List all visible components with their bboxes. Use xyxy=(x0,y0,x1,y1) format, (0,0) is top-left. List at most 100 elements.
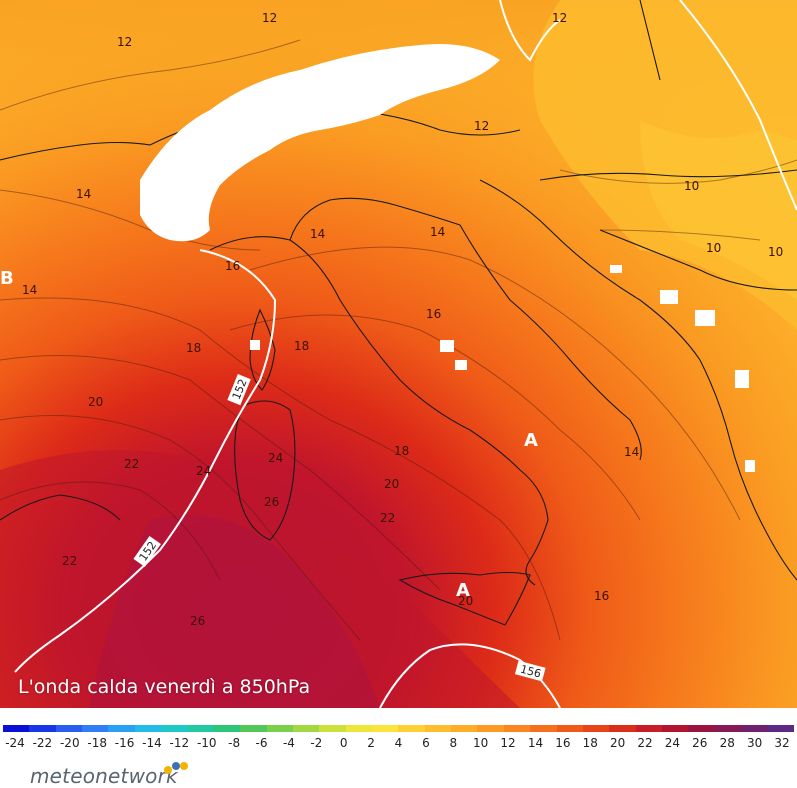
colorbar-swatch xyxy=(213,725,241,732)
colorbar-tick-label: 20 xyxy=(610,736,626,750)
colorbar-tick-label: 10 xyxy=(473,736,489,750)
colorbar-tick-label: 0 xyxy=(339,736,348,750)
isotherm-labels: 12 12 12 12 14 14 14 14 16 16 16 18 18 1… xyxy=(22,11,783,628)
map-caption: L'onda calda venerdì a 850hPa xyxy=(18,676,311,698)
isotherm-label: 18 xyxy=(394,444,409,458)
colorbar-swatch xyxy=(372,725,399,732)
colorbar-swatch xyxy=(55,725,83,732)
brand-logo-text: meteonetwork xyxy=(30,764,178,788)
colorbar-tick-label: -4 xyxy=(282,736,295,750)
colorbar-tick-label: 32 xyxy=(774,736,790,750)
isotherm-label: 10 xyxy=(706,241,721,255)
snow-mask xyxy=(140,44,755,472)
colorbar-swatch xyxy=(82,725,109,732)
isotherm-label: 12 xyxy=(552,11,567,25)
colorbar-tick-label: 28 xyxy=(719,736,735,750)
colorbar-tick-label: 12 xyxy=(500,736,516,750)
isotherm-label: 12 xyxy=(117,35,132,49)
colorbar-tick-label: -20 xyxy=(59,736,80,750)
colorbar-tick-label: -10 xyxy=(196,736,217,750)
colorbar-tick-label: -2 xyxy=(310,736,323,750)
isotherm-label: 16 xyxy=(426,307,441,321)
colorbar-tick-label: -18 xyxy=(87,736,107,750)
brand-logo-dots xyxy=(164,762,188,774)
colorbar-swatch xyxy=(767,725,794,732)
colorbar-tick-label: -24 xyxy=(5,736,25,750)
colorbar-tick-label: 8 xyxy=(449,736,458,750)
colorbar-swatch xyxy=(240,725,267,732)
colorbar-swatch xyxy=(556,725,583,732)
svg-text:156: 156 xyxy=(519,663,543,681)
isotherm-label: 12 xyxy=(474,119,489,133)
temperature-colorbar xyxy=(3,725,794,732)
isotherm-label: 18 xyxy=(294,339,309,353)
colorbar-tick-label: -6 xyxy=(255,736,268,750)
isotherm-label: 20 xyxy=(384,477,399,491)
colorbar-swatch xyxy=(161,725,188,732)
isotherms xyxy=(0,39,797,641)
colorbar-swatch xyxy=(345,725,373,732)
colorbar-swatch xyxy=(688,725,715,732)
isotherm-label: 20 xyxy=(458,594,473,608)
low-pressure-label: B xyxy=(0,268,14,289)
isotherm-label: 14 xyxy=(624,445,639,459)
colorbar-tick-label: 4 xyxy=(394,736,403,750)
colorbar-ticks: -24 -22 -20 -18 -16 -14 -12 -10 -8 -6 -4 -2 0 2 4 6 8 10 1… xyxy=(3,736,794,750)
colorbar-swatch xyxy=(714,725,742,732)
temperature-field xyxy=(0,0,797,708)
colorbar-tick-label: 2 xyxy=(367,736,375,750)
colorbar-swatch xyxy=(398,725,425,732)
colorbar-tick-label: -16 xyxy=(114,736,135,750)
colorbar-swatch xyxy=(661,725,689,732)
colorbar-swatch xyxy=(477,725,504,732)
isotherm-label: 12 xyxy=(262,11,277,25)
high-pressure-label: A xyxy=(524,430,538,451)
isotherm-label: 22 xyxy=(62,554,77,568)
colorbar-swatch xyxy=(451,725,478,732)
colorbar-tick-label: -12 xyxy=(169,736,190,750)
colorbar-tick-label: 6 xyxy=(422,736,430,750)
colorbar-tick-label: 24 xyxy=(664,736,681,750)
colorbar-tick-label: 18 xyxy=(582,736,598,750)
isotherm-label: 24 xyxy=(268,451,283,465)
colorbar-swatch xyxy=(108,725,135,732)
colorbar-swatch xyxy=(609,725,636,732)
colorbar-tick-label: 22 xyxy=(637,736,653,750)
colorbar-tick-label: -22 xyxy=(32,736,53,750)
colorbar-tick-label: 30 xyxy=(746,736,763,750)
colorbar-swatch xyxy=(582,725,610,732)
colorbar-tick-label: -8 xyxy=(228,736,241,750)
isotherm-label: 14 xyxy=(430,225,445,239)
colorbar-swatch xyxy=(292,725,320,732)
coastlines-and-borders xyxy=(0,0,797,626)
isotherm-label: 16 xyxy=(225,259,240,273)
isotherm-label: 26 xyxy=(264,495,279,509)
colorbar-swatch xyxy=(187,725,214,732)
colorbar-tick-label: 16 xyxy=(555,736,571,750)
colorbar-swatch xyxy=(134,725,162,732)
temperature-map: 12 12 12 12 14 14 14 14 16 16 16 18 18 1… xyxy=(0,0,797,708)
pressure-centers: B A A xyxy=(0,268,538,601)
colorbar-swatch xyxy=(29,725,56,732)
isotherm-label: 26 xyxy=(190,614,205,628)
colorbar-swatch xyxy=(319,725,346,732)
isotherm-label: 14 xyxy=(22,283,37,297)
isotherm-label: 16 xyxy=(594,589,609,603)
high-pressure-label: A xyxy=(456,580,470,601)
colorbar-swatch xyxy=(266,725,293,732)
colorbar-swatch xyxy=(503,725,531,732)
isotherm-label: 18 xyxy=(186,341,201,355)
colorbar-swatch xyxy=(741,725,768,732)
isotherm-label: 24 xyxy=(196,464,211,478)
colorbar-tick-label: -14 xyxy=(142,736,162,750)
isotherm-label: 10 xyxy=(768,245,783,259)
colorbar-tick-label: 26 xyxy=(692,736,708,750)
isotherm-label: 22 xyxy=(124,457,139,471)
colorbar-tick-label: 14 xyxy=(527,736,544,750)
colorbar-swatch xyxy=(530,725,557,732)
colorbar-swatch xyxy=(3,725,30,732)
isotherm-label: 14 xyxy=(76,187,91,201)
colorbar-swatch xyxy=(424,725,452,732)
isotherm-label: 10 xyxy=(684,179,699,193)
colorbar-swatch xyxy=(635,725,662,732)
